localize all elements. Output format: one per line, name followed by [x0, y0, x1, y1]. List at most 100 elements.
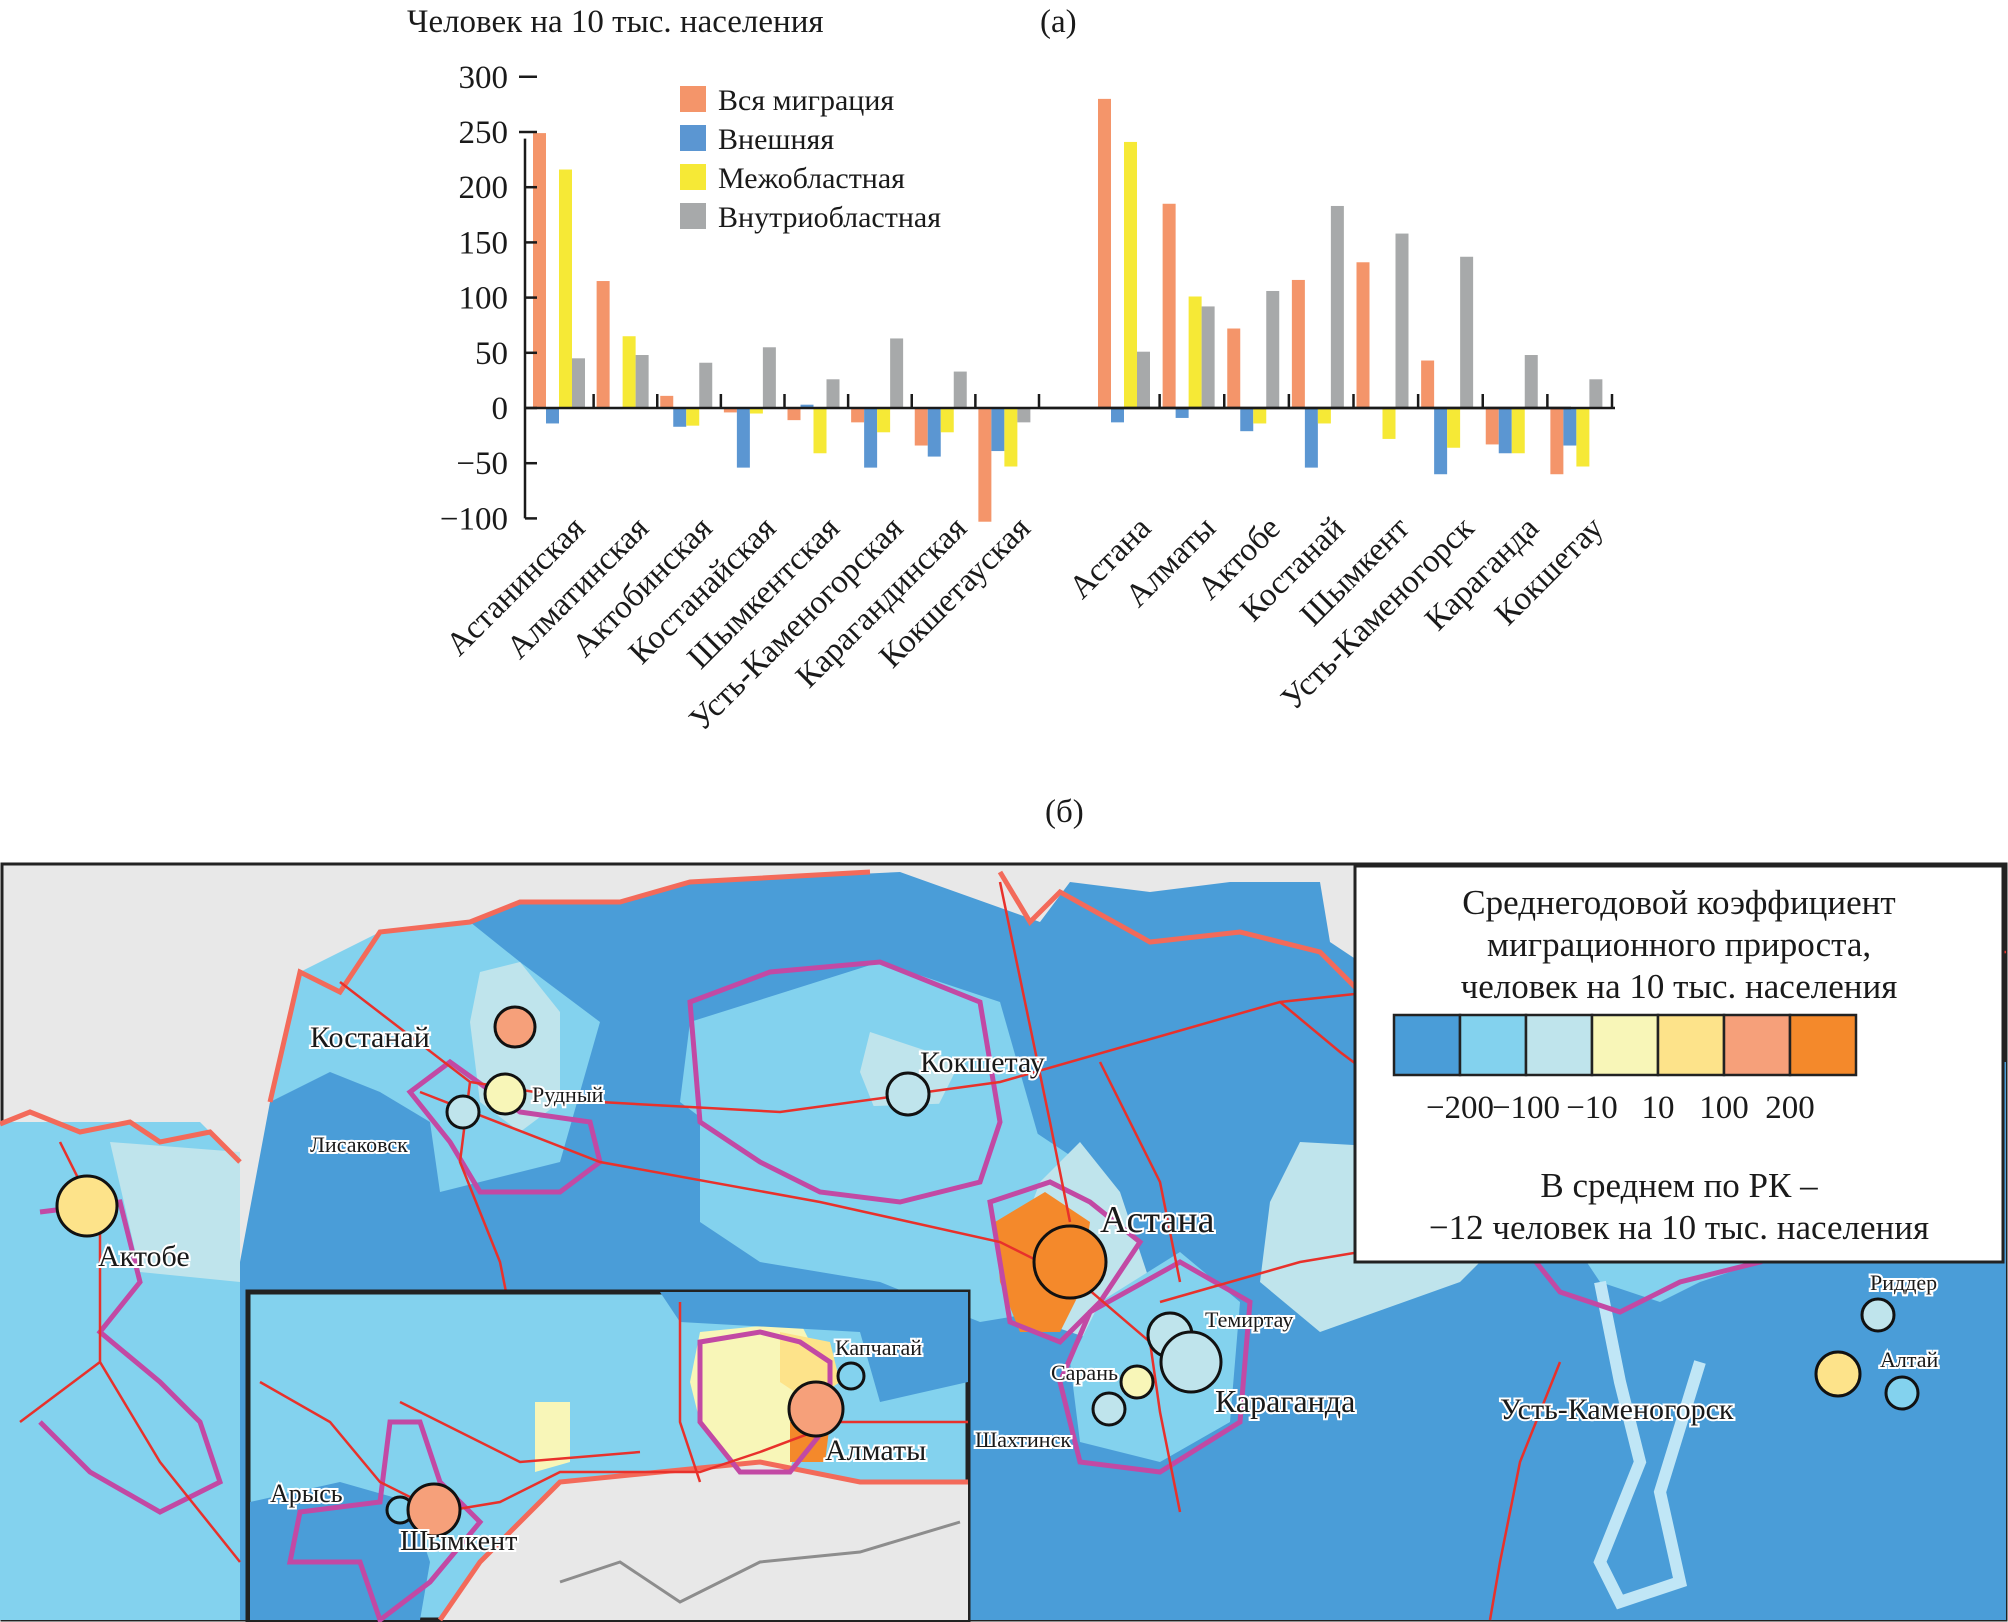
bar-4 — [953, 371, 967, 408]
bar-3 — [1382, 408, 1396, 439]
city-label: Темиртау — [1205, 1307, 1293, 1332]
bars-layer — [533, 98, 1603, 522]
panel-b-label: (б) — [1045, 794, 1084, 830]
bar-3 — [1253, 408, 1267, 424]
city-marker — [1091, 1391, 1127, 1427]
bar-4 — [1330, 205, 1344, 408]
inset-foreign-territory — [440, 1462, 968, 1620]
migration-map: Среднегодовой коэффициент миграционного п… — [0, 862, 2008, 1622]
city-marker — [885, 1071, 931, 1117]
y-tick-label: 300 — [459, 60, 509, 96]
inset-roads — [259, 1302, 968, 1514]
bar-4 — [1460, 256, 1474, 408]
bar-4 — [1137, 351, 1150, 408]
y-tick-label: 250 — [459, 115, 509, 151]
legend-class-swatch — [1458, 1013, 1528, 1077]
bar-2 — [927, 408, 941, 457]
oblast-border-kokshetau — [687, 959, 1003, 1205]
bar-1 — [660, 395, 674, 408]
bar-3 — [1511, 408, 1525, 454]
bar-3 — [1447, 408, 1461, 448]
y-tick-label: 100 — [459, 281, 509, 317]
legend-average-line: −12 человек на 10 тыс. населения — [1429, 1208, 1929, 1247]
inset-region-yellow — [535, 1402, 570, 1472]
bar-1 — [851, 408, 865, 423]
bar-3 — [877, 408, 891, 433]
legend-title-line: человек на 10 тыс. населения — [1461, 967, 1898, 1006]
legend-title-line: Среднегодовой коэффициент — [1462, 883, 1895, 922]
bar-4 — [1589, 379, 1603, 408]
bar-4 — [826, 379, 840, 408]
bar-3 — [559, 169, 572, 408]
bar-3 — [1124, 141, 1137, 408]
bar-3 — [1576, 408, 1590, 467]
legend-break-label: 100 — [1699, 1090, 1749, 1126]
bar-2 — [546, 408, 559, 424]
bar-1 — [1162, 203, 1176, 408]
legend-class-swatch — [1656, 1013, 1726, 1077]
bar-1 — [1291, 279, 1305, 408]
legend-class-swatch — [1722, 1013, 1792, 1077]
bar-1 — [1356, 262, 1370, 408]
city-marker — [1159, 1330, 1223, 1394]
oblast-border-aktobe — [38, 1199, 224, 1515]
city-label: Кокшетау — [920, 1046, 1045, 1079]
bar-2 — [991, 408, 1005, 452]
legend-break-label: 200 — [1765, 1090, 1815, 1126]
city-label: Лисаковск — [310, 1132, 408, 1157]
bar-1 — [596, 281, 610, 408]
city-label: Сарань — [1051, 1360, 1118, 1385]
city-marker — [787, 1380, 845, 1438]
city-marker — [483, 1072, 527, 1116]
bar-1 — [787, 408, 801, 421]
city-marker — [493, 1005, 537, 1049]
bar-4 — [762, 347, 776, 408]
city-marker — [836, 1361, 866, 1391]
city-label: Капчагай — [835, 1335, 922, 1360]
legend-swatch — [680, 203, 706, 229]
city-marker — [1860, 1297, 1896, 1333]
country-border-n — [267, 869, 871, 1103]
bar-1 — [1485, 408, 1499, 445]
x-tick-labels: АстанинскаяАлматинскаяАктобинскаяКостана… — [439, 510, 1611, 738]
bar-4 — [699, 362, 713, 408]
legend-swatch — [680, 86, 706, 112]
y-tick-label: 150 — [459, 225, 509, 261]
axes-layer: −100 −50 0 50 100 150 200 250 300 — [440, 60, 1615, 537]
bar-2 — [1498, 408, 1512, 454]
city-marker — [1119, 1364, 1155, 1400]
inset-foreign-border — [559, 1520, 961, 1604]
city-label: Рудный — [532, 1082, 604, 1107]
chart-legend: Вся миграция Внешняя Межобластная Внутриобл… — [680, 84, 941, 234]
legend-swatch — [680, 125, 706, 151]
river — [1593, 1280, 1706, 1610]
bar-chart: Человек на 10 тыс. населения (а) −100 −50… — [407, 4, 1615, 830]
bar-3 — [622, 336, 636, 408]
city-label: Усть-Каменогорск — [1500, 1393, 1734, 1426]
oblast-border-astana — [987, 1179, 1144, 1345]
city-label: Караганда — [1215, 1383, 1355, 1419]
city-marker — [1032, 1224, 1108, 1300]
bar-4 — [1395, 233, 1409, 408]
legend-class-swatch — [1392, 1013, 1462, 1077]
bar-1 — [914, 408, 928, 446]
bar-4 — [1017, 408, 1031, 423]
city-label: Арысь — [270, 1479, 343, 1508]
legend-class-swatch — [1788, 1013, 1858, 1077]
city-marker — [445, 1094, 481, 1130]
bar-4 — [572, 358, 585, 408]
city-label: Костанай — [310, 1021, 430, 1054]
inset-oblast-border-shymkent — [286, 1419, 484, 1622]
bar-2 — [864, 408, 878, 468]
city-marker — [55, 1174, 119, 1238]
legend-title-line: миграционного прироста, — [1487, 925, 1871, 964]
y-tick-label: 200 — [459, 170, 509, 206]
legend-label: Вся миграция — [718, 84, 894, 117]
bar-4 — [1524, 355, 1538, 408]
bar-3 — [813, 408, 827, 454]
legend-label: Внутриобластная — [718, 201, 941, 234]
bar-2 — [800, 404, 814, 408]
bar-2 — [1175, 408, 1189, 418]
legend-break-label: −200 — [1426, 1090, 1494, 1126]
